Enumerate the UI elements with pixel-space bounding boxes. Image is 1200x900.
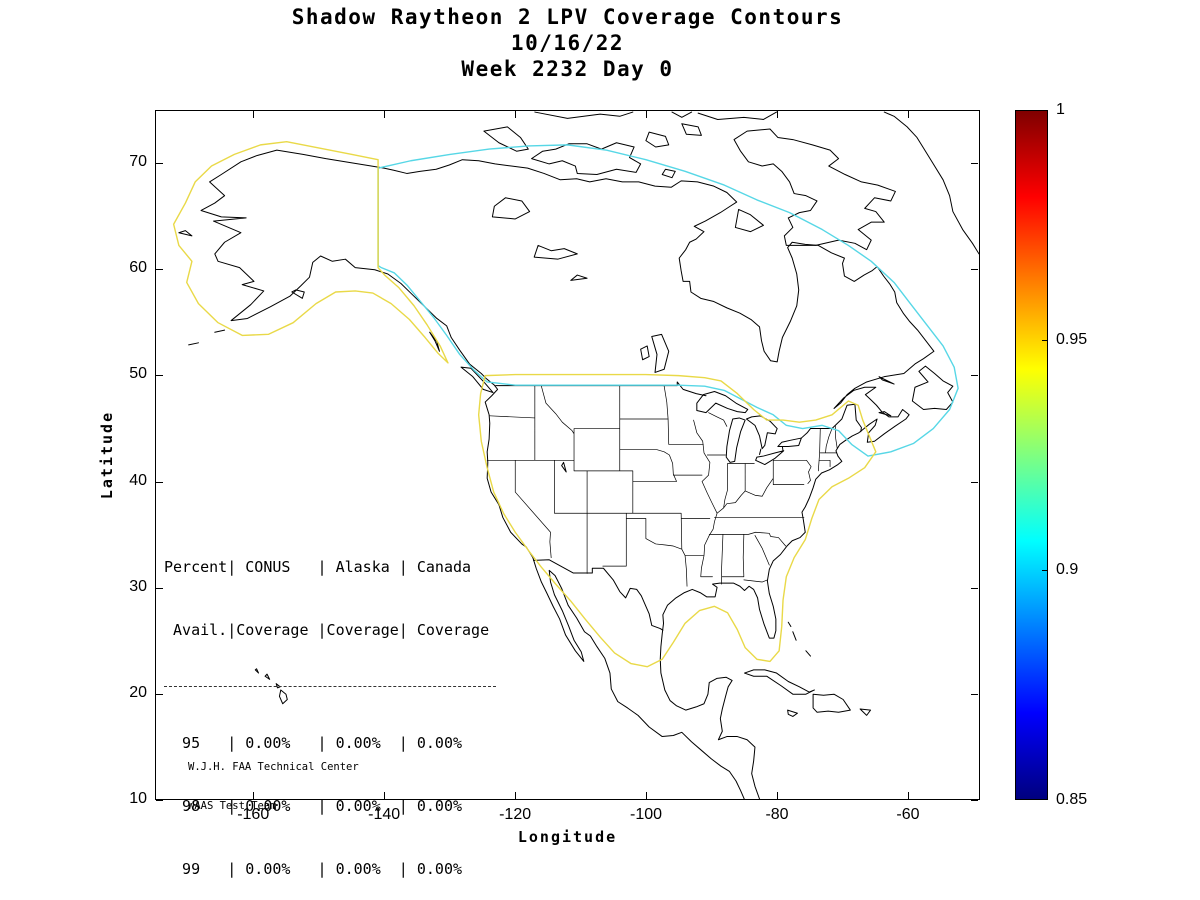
table-row: 99 | 0.00% | 0.00% | 0.00%	[164, 860, 463, 878]
colorbar-tick-label: 0.9	[1056, 561, 1079, 578]
colorbar-tick-label: 0.95	[1056, 331, 1088, 348]
x-tick-label: -100	[630, 806, 663, 823]
mainland-coastline	[201, 150, 934, 799]
y-tick-label: 70	[129, 153, 147, 171]
x-axis-label: Longitude	[517, 828, 618, 846]
plot-area: Percent| CONUS | Alaska | Canada Avail.|…	[155, 110, 980, 878]
axis-tick	[384, 111, 386, 118]
attribution-line-1: W.J.H. FAA Technical Center	[188, 761, 359, 773]
y-tick-label: 10	[129, 790, 147, 807]
chart-date: 10/16/22	[510, 31, 625, 55]
y-tick-label: 60	[129, 259, 147, 277]
x-tick-label: -120	[499, 806, 532, 823]
axis-tick	[156, 693, 163, 695]
axis-tick	[253, 111, 255, 118]
axis-tick	[971, 163, 978, 165]
axis-tick	[384, 792, 386, 799]
attribution: W.J.H. FAA Technical Center WAAS Test Te…	[188, 735, 359, 839]
axis-tick	[515, 792, 517, 799]
x-tick-label: -160	[237, 806, 270, 823]
us-mexico-border	[534, 560, 663, 630]
table-separator	[164, 686, 496, 687]
table-header-line: Percent| CONUS | Alaska | Canada	[164, 558, 472, 576]
y-axis-label: Latitude	[98, 410, 116, 500]
table-row: 98 | 0.00% | 0.00% | 0.00%	[164, 797, 463, 815]
contour-095-conus-alaska	[174, 142, 876, 667]
axis-tick	[515, 111, 517, 118]
colorbar-tick	[1042, 799, 1047, 800]
colorbar-tick	[1042, 110, 1047, 111]
coverage-table: Percent| CONUS | Alaska | Canada Avail.|…	[164, 515, 496, 900]
axis-tick	[253, 792, 255, 799]
colorbar-tick	[1042, 570, 1047, 571]
table-row: 95 | 0.00% | 0.00% | 0.00%	[164, 734, 463, 752]
title-block: Shadow Raytheon 2 LPV Coverage Contours …	[155, 4, 980, 82]
y-tick-label: 20	[129, 683, 147, 701]
coastline-group	[179, 112, 979, 799]
state-borders	[487, 386, 837, 586]
axis-tick	[971, 800, 978, 801]
table-header-line: Avail.|Coverage |Coverage| Coverage	[164, 621, 490, 639]
x-tick-label: -80	[765, 806, 789, 823]
contour-group	[174, 142, 958, 667]
axis-tick	[156, 269, 163, 271]
axis-tick	[971, 269, 978, 271]
island-coastlines	[179, 112, 979, 716]
y-tick-label: 40	[129, 471, 147, 489]
axis-tick	[971, 375, 978, 377]
attribution-line-2: WAAS Test Team	[188, 800, 277, 812]
axis-tick	[971, 693, 978, 695]
colorbar-gradient	[1016, 111, 1047, 799]
axis-tick	[646, 111, 648, 118]
axis-tick	[156, 481, 163, 483]
axis-tick	[971, 481, 978, 483]
axis-tick	[777, 792, 779, 799]
chart-title: Shadow Raytheon 2 LPV Coverage Contours	[291, 5, 844, 29]
contour-090-canada	[378, 145, 958, 456]
colorbar	[1015, 110, 1048, 800]
y-tick-label: 30	[129, 577, 147, 595]
axis-tick	[907, 111, 909, 118]
axis-tick	[646, 792, 648, 799]
colorbar-tick-label: 0.85	[1056, 791, 1088, 808]
x-tick-label: -60	[896, 806, 920, 823]
axis-tick	[156, 587, 163, 589]
x-tick-label: -140	[368, 806, 401, 823]
axis-tick	[907, 792, 909, 799]
axis-tick	[156, 800, 163, 801]
colorbar-tick	[1042, 340, 1047, 341]
colorbar-tick-label: 1	[1056, 101, 1065, 118]
y-tick-label: 50	[129, 365, 147, 383]
axis-tick	[971, 587, 978, 589]
north-america-map	[156, 111, 979, 799]
axis-tick	[156, 163, 163, 165]
lakes	[492, 198, 801, 472]
us-canada-border	[496, 382, 862, 455]
axis-tick	[156, 375, 163, 377]
chart-week-day: Week 2232 Day 0	[461, 57, 674, 81]
axis-tick	[777, 111, 779, 118]
